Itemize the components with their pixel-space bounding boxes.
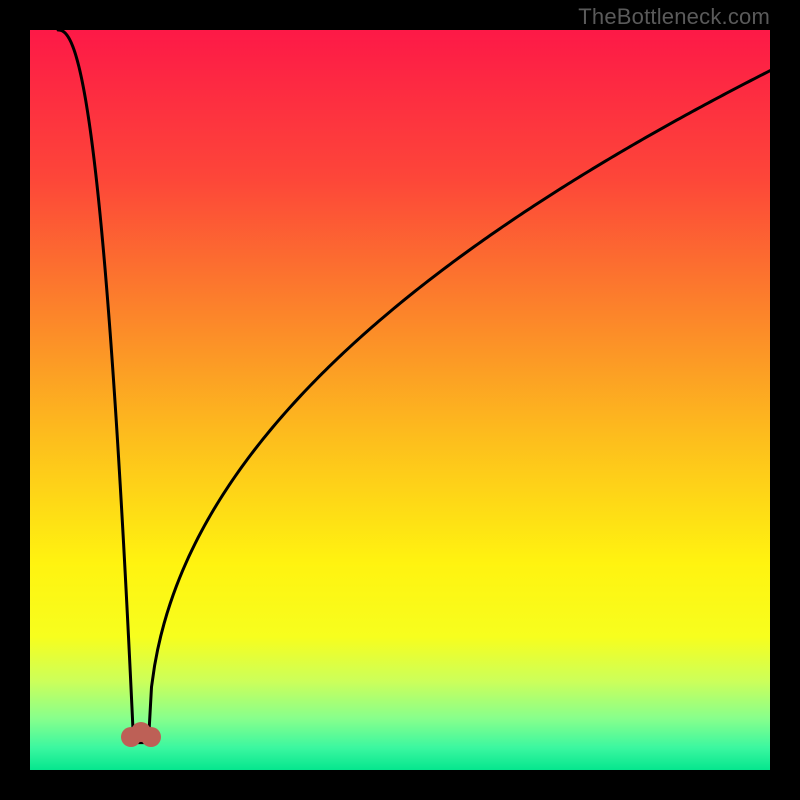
bottleneck-curve bbox=[30, 30, 770, 770]
watermark-text: TheBottleneck.com bbox=[578, 4, 770, 30]
curve-path bbox=[58, 30, 770, 743]
plot-area bbox=[30, 30, 770, 770]
notch-bump-mid bbox=[131, 722, 151, 742]
